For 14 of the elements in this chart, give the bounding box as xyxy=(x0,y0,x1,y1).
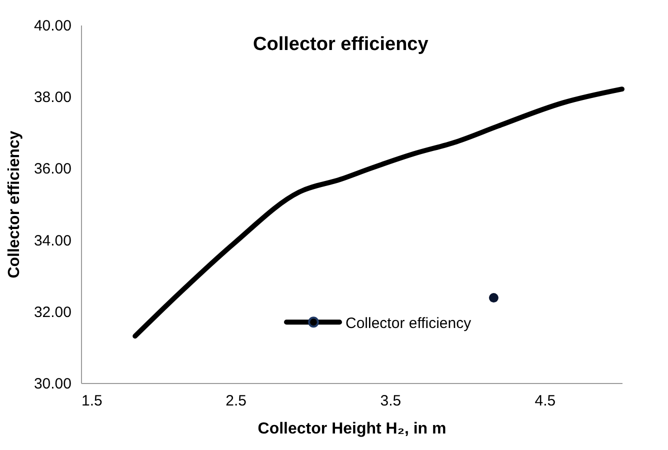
x-tick-label: 1.5 xyxy=(82,392,102,410)
y-axis-title: Collector efficiency xyxy=(6,130,23,278)
legend-label: Collector efficiency xyxy=(346,315,472,332)
y-tick-label: 34.00 xyxy=(34,232,72,250)
y-tick-label: 40.00 xyxy=(34,18,72,34)
y-tick-label: 38.00 xyxy=(34,89,72,106)
x-tick-label: 4.5 xyxy=(534,392,556,410)
y-tick-label: 32.00 xyxy=(34,304,72,321)
x-tick-label: 3.5 xyxy=(380,392,402,410)
x-axis-title: Collector Height H₂, in m xyxy=(258,420,446,438)
chart-title: Collector efficiency xyxy=(253,34,429,55)
x-tick-label: 2.5 xyxy=(226,392,246,410)
y-tick-label: 36.00 xyxy=(34,160,72,178)
y-tick-label: 30.00 xyxy=(34,376,72,392)
